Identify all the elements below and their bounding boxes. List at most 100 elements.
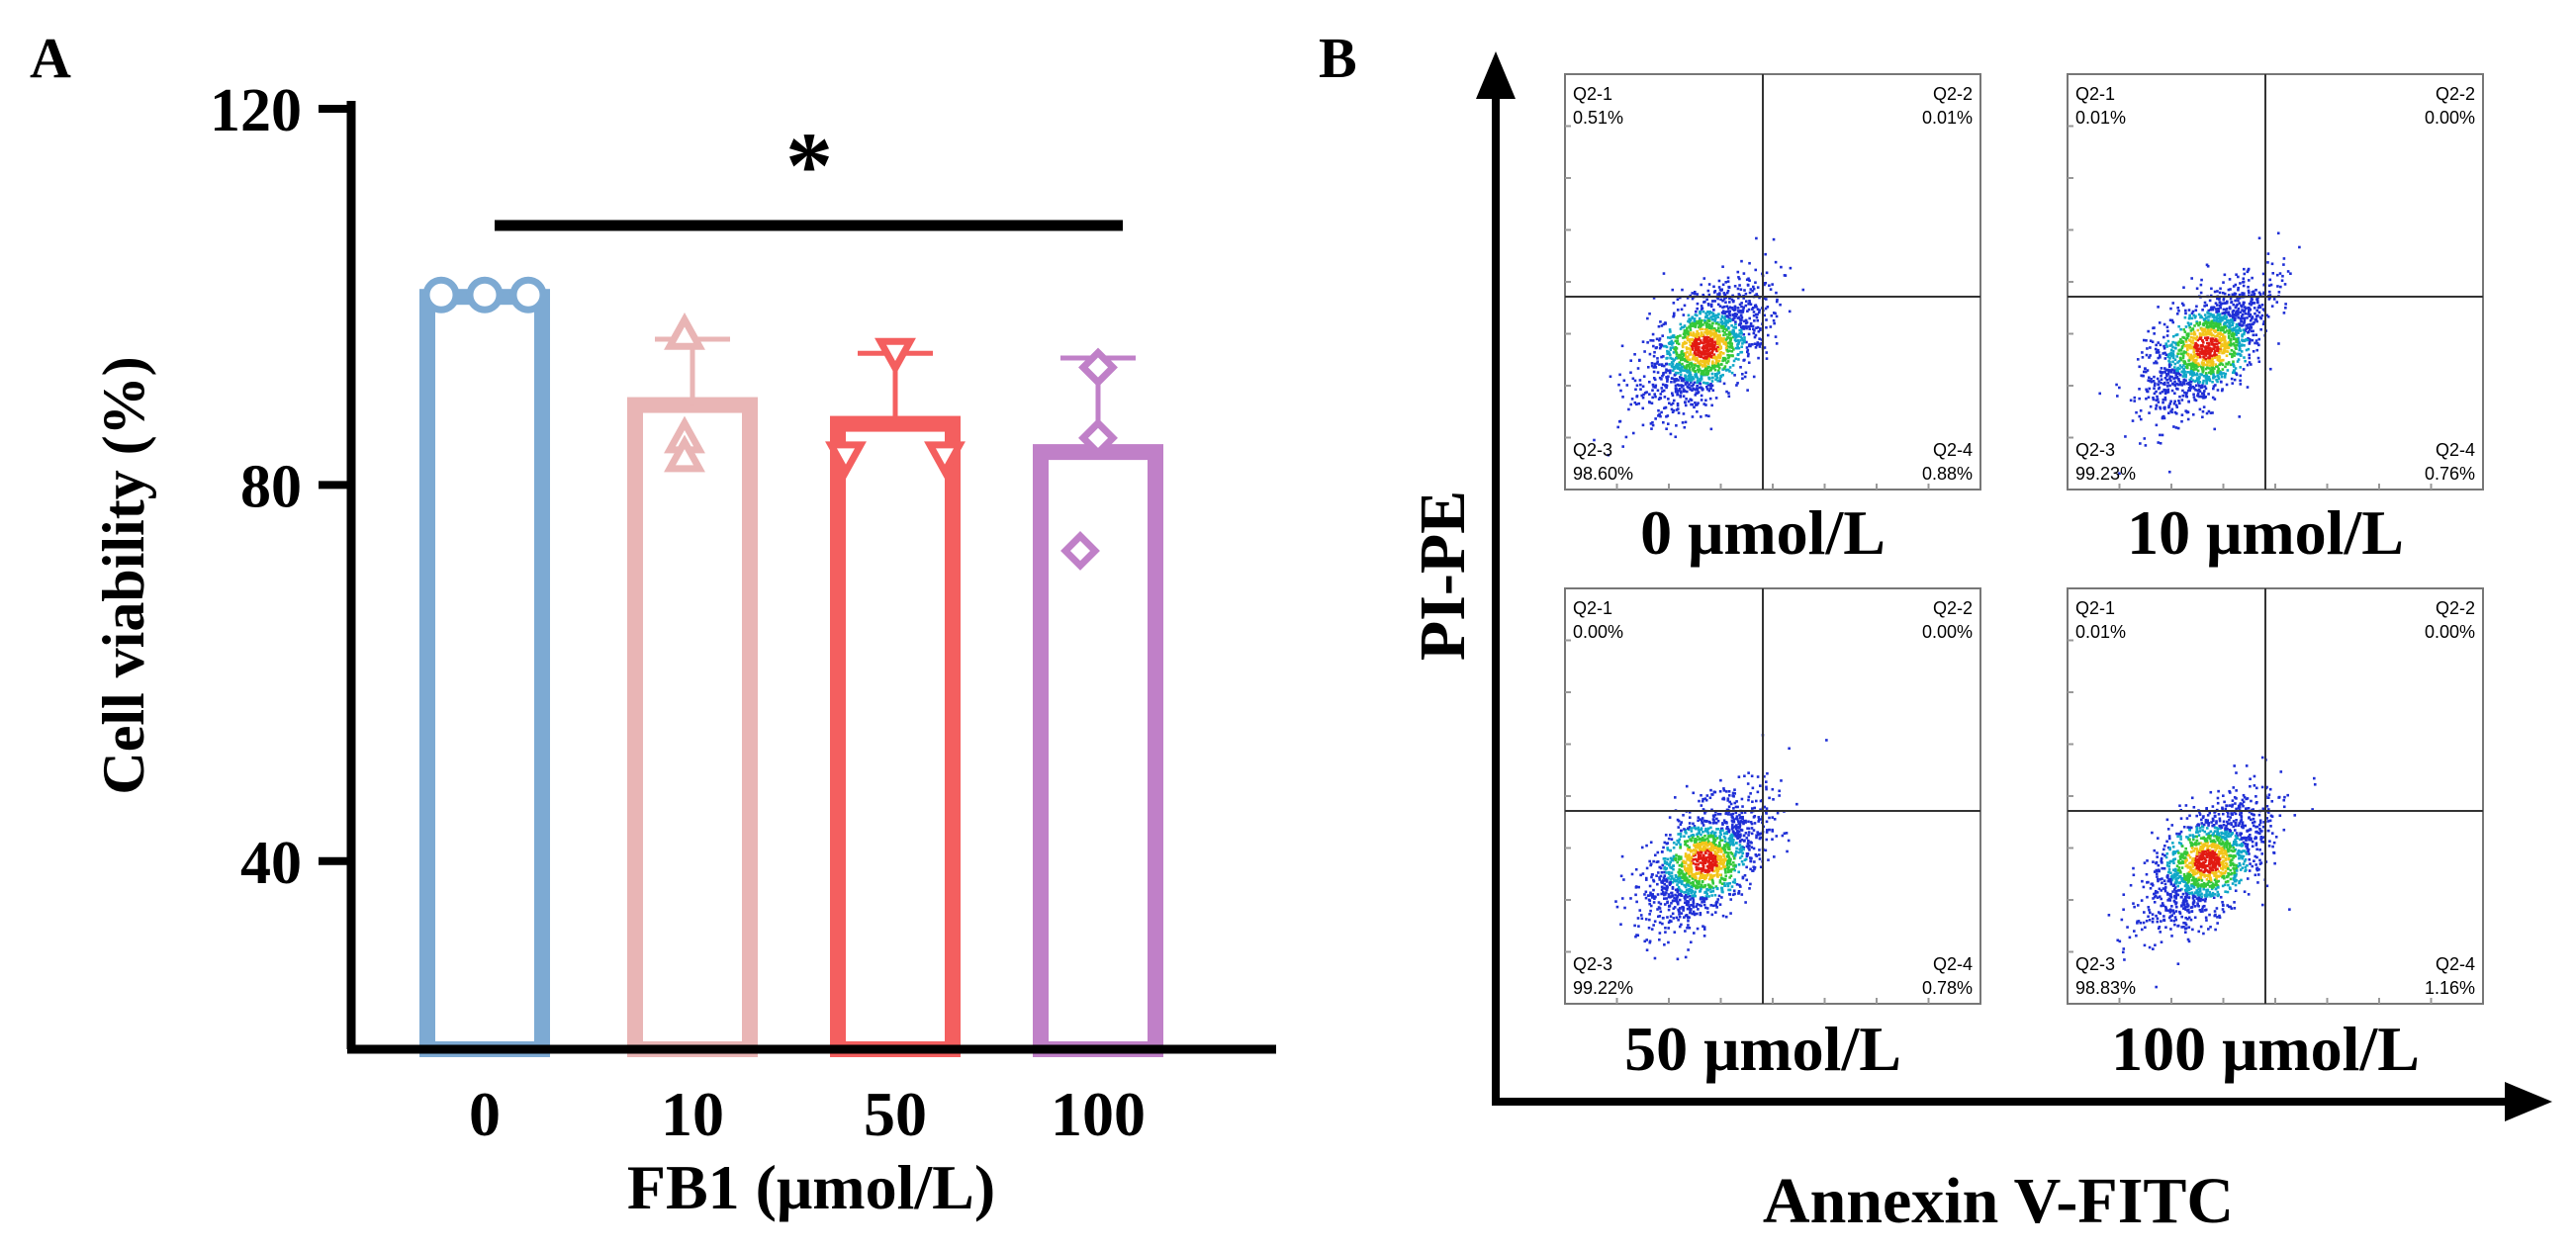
event (1739, 328, 1743, 332)
event (2223, 342, 2226, 345)
event (1687, 863, 1690, 867)
event (2246, 338, 2250, 342)
event (1677, 841, 1681, 845)
event (1667, 375, 1670, 379)
event (1731, 300, 1735, 304)
event (2214, 337, 2218, 341)
event (1690, 891, 1693, 895)
event (2171, 340, 2174, 344)
flow-plot: Q2-10.51%Q2-20.01%Q2-398.60%Q2-40.88%0 μ… (1564, 73, 1981, 568)
event (1711, 376, 1714, 380)
event (1711, 853, 1715, 857)
event (1705, 298, 1708, 302)
event (2202, 355, 2205, 359)
event (1728, 313, 1731, 317)
event (2155, 343, 2158, 347)
event (1671, 362, 1674, 366)
event (1679, 893, 1683, 897)
event (2187, 359, 2190, 362)
event (1687, 924, 1690, 927)
event (2255, 342, 2259, 345)
event (2212, 329, 2216, 332)
event (1665, 897, 1669, 900)
event (2226, 369, 2230, 372)
event (2271, 271, 2275, 275)
event (2199, 842, 2203, 845)
event (2231, 803, 2235, 807)
event (2241, 305, 2244, 309)
event (2214, 302, 2218, 305)
event (1713, 290, 1717, 293)
x-ticks: 0 10 50 100 (469, 1079, 1146, 1149)
event (1709, 847, 1713, 850)
event (1699, 350, 1702, 354)
event (2207, 393, 2210, 396)
event (2237, 315, 2240, 319)
event (1764, 810, 1768, 814)
event (2192, 805, 2196, 809)
event (1724, 874, 1728, 878)
event (1655, 362, 1659, 365)
event (1720, 886, 1723, 890)
event (1700, 324, 1702, 327)
event (1706, 911, 1709, 914)
event (2225, 301, 2229, 305)
event (1750, 827, 1754, 830)
event (2166, 368, 2170, 372)
event (1666, 352, 1669, 356)
event (1704, 399, 1707, 402)
event (1744, 901, 1747, 904)
event (1660, 355, 1663, 359)
event (2216, 323, 2220, 326)
event (2222, 328, 2225, 332)
event (1750, 832, 1754, 836)
event (1693, 884, 1697, 888)
event (1747, 303, 1750, 306)
event (2194, 399, 2198, 402)
event (2277, 342, 2280, 345)
event (1772, 798, 1775, 801)
event (2177, 400, 2180, 402)
event (1755, 854, 1759, 857)
event (1688, 875, 1692, 878)
event (2216, 358, 2220, 361)
event (1656, 357, 1659, 360)
event (2168, 318, 2172, 322)
panel-a-label: A (30, 26, 71, 90)
event (1670, 402, 1673, 406)
event (1708, 387, 1712, 391)
event (1721, 324, 1725, 328)
event (1736, 831, 1740, 835)
event (2160, 374, 2162, 378)
event (2198, 355, 2202, 359)
event (1702, 897, 1704, 900)
event (1668, 904, 1671, 908)
event (1714, 859, 1717, 862)
event (2189, 367, 2193, 371)
event (1685, 369, 1689, 372)
event (1757, 816, 1761, 819)
event (1685, 878, 1689, 882)
event (2239, 316, 2243, 320)
event (2213, 290, 2217, 294)
event (2201, 415, 2204, 419)
event (2169, 307, 2172, 311)
event (1766, 771, 1769, 775)
event (2206, 366, 2209, 370)
event (1712, 835, 1715, 838)
event (1702, 333, 1704, 337)
event (1710, 300, 1714, 303)
event (1721, 914, 1725, 918)
event (1664, 344, 1668, 348)
point-10 (664, 312, 705, 350)
event (1762, 297, 1766, 301)
event (1649, 863, 1652, 867)
event (2255, 298, 2259, 302)
event (2243, 330, 2247, 334)
event (1681, 362, 1684, 366)
event (1696, 384, 1699, 388)
event (2239, 366, 2243, 369)
event (2152, 947, 2155, 950)
event (2148, 387, 2152, 391)
